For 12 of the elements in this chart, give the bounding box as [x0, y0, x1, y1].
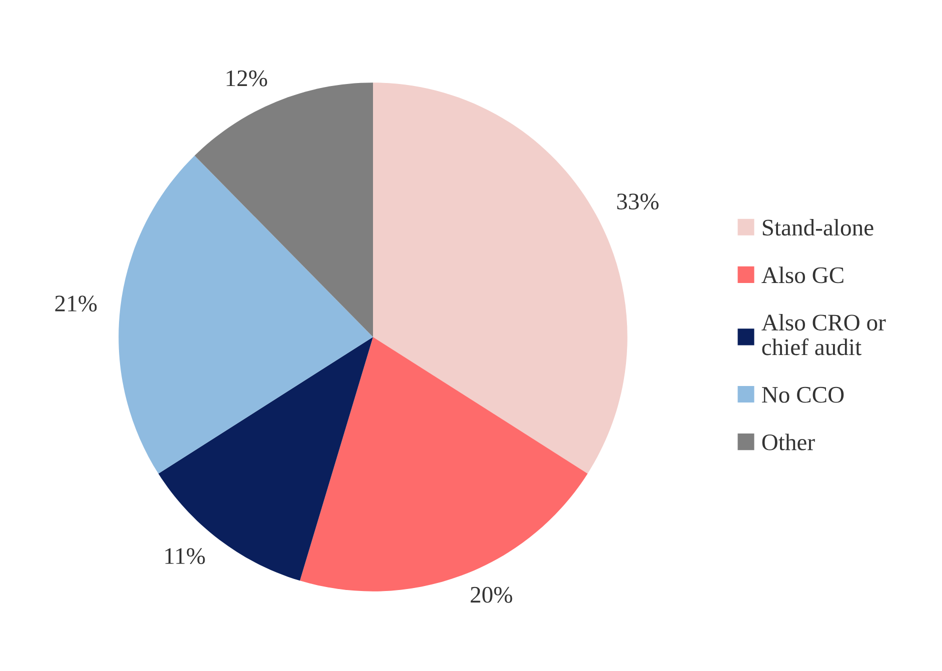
legend-label: Stand-alone	[762, 219, 874, 236]
data-label: 12%	[226, 70, 268, 86]
data-label: 20%	[470, 586, 512, 603]
legend-label: Also CRO or chief audit	[762, 314, 886, 356]
pie-slice	[158, 337, 373, 581]
data-label: 21%	[55, 296, 97, 312]
data-label: 33%	[617, 194, 659, 210]
data-label: 11%	[165, 548, 205, 564]
legend-label: No CCO	[762, 386, 844, 403]
legend-label: Also GC	[762, 266, 844, 284]
pie-slice	[118, 156, 373, 474]
legend-label: Other	[762, 434, 815, 450]
